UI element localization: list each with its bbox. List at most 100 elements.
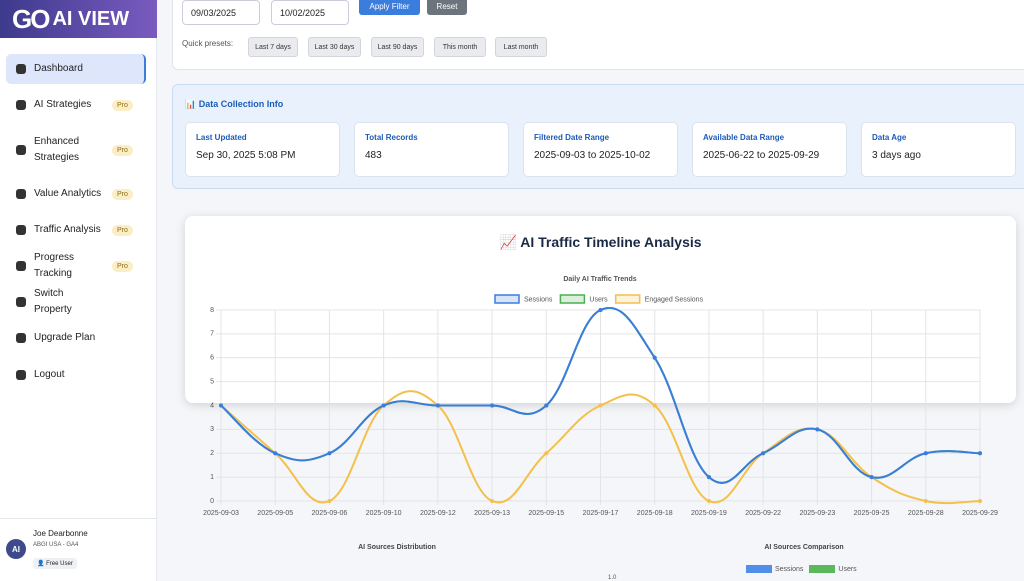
card-label: Available Data Range [703, 133, 836, 142]
nav-label: Traffic Analysis [34, 222, 104, 238]
nav-icon [16, 370, 26, 380]
info-card: Data Age 3 days ago [861, 122, 1016, 177]
nav-item[interactable]: Dashboard [6, 54, 146, 84]
nav-label: Enhanced Strategies [34, 134, 104, 166]
x-tick-label: 2025-09-05 [257, 510, 293, 517]
nav-item[interactable]: Traffic Analysis Pro [6, 215, 146, 245]
legend-item: Users [809, 565, 856, 573]
data-point [490, 404, 494, 408]
x-tick-label: 2025-09-28 [908, 510, 944, 517]
nav-label: Value Analytics [34, 186, 104, 202]
data-point [327, 451, 331, 455]
x-tick-label: 2025-09-19 [691, 510, 727, 517]
data-point [924, 499, 928, 503]
pro-badge: Pro [112, 189, 133, 200]
data-point [924, 451, 928, 455]
x-tick-label: 2025-09-10 [366, 510, 402, 517]
user-name: Joe Dearbonne [33, 529, 88, 538]
y-tick-label: 7 [210, 331, 214, 338]
nav-item[interactable]: Value Analytics Pro [6, 179, 146, 209]
card-value: 2025-06-22 to 2025-09-29 [703, 150, 836, 161]
chart-title: Daily AI Traffic Trends [563, 276, 636, 283]
nav-item[interactable]: Logout [6, 360, 146, 390]
apply-button[interactable]: Apply Filter [359, 0, 420, 15]
info-card: Last UpdatedSep 30, 2025 5:08 PM [185, 122, 340, 177]
x-tick-label: 2025-09-17 [583, 510, 619, 517]
nav-label: AI Strategies [34, 97, 104, 113]
x-tick-label: 2025-09-03 [203, 510, 239, 517]
card-value: 3 days ago [872, 150, 1005, 161]
x-tick-label: 2025-09-15 [528, 510, 564, 517]
data-point [490, 499, 494, 503]
nav-item[interactable]: Switch Property [6, 287, 146, 317]
data-point [815, 427, 819, 431]
legend-swatch [495, 295, 519, 303]
sidebar: GOAI VIEW DashboardAI StrategiesProEnhan… [0, 0, 157, 581]
data-point [761, 451, 765, 455]
logo[interactable]: GOAI VIEW [0, 0, 157, 38]
nav-item[interactable]: Enhanced Strategies Pro [6, 135, 146, 165]
nav-item[interactable]: Progress TrackingPro [6, 251, 146, 281]
plan-badge: 👤 Free User [33, 558, 77, 569]
info-card: Filtered Date Range 2025-09-03 to 2025-10… [523, 122, 678, 177]
y-tick-label: 5 [210, 378, 214, 385]
x-tick-label: 2025-09-12 [420, 510, 456, 517]
preset-button[interactable]: Last 30 days [308, 37, 361, 57]
plan: Free User [46, 561, 73, 567]
data-point [436, 404, 440, 408]
end-date[interactable]: 10/02/2025 [271, 0, 349, 25]
distribution-title: AI Sources Distribution [297, 544, 497, 551]
section-title: 📈 AI Traffic Timeline Analysis [185, 234, 1016, 251]
data-point [653, 356, 657, 360]
card-label: Data Age [872, 133, 1005, 142]
legend-swatch [746, 565, 772, 573]
nav-icon [16, 64, 26, 74]
preset-button[interactable]: Last 7 days [248, 37, 298, 57]
card-value: 2025-09-03 to 2025-10-02 [534, 150, 667, 161]
user-org: ABGI USA - GA4 [33, 542, 78, 548]
x-tick-label: 2025-09-18 [637, 510, 673, 517]
preset-button[interactable]: This month [434, 37, 486, 57]
data-point [599, 404, 603, 408]
preset-button[interactable]: Last month [495, 37, 547, 57]
data-point [599, 308, 603, 312]
nav-icon [16, 225, 26, 235]
nav-item[interactable]: AI StrategiesPro [6, 90, 146, 120]
x-tick-label: 2025-09-25 [854, 510, 890, 517]
legend-label: Engaged Sessions [645, 296, 704, 303]
data-point [707, 475, 711, 479]
y-tick-label: 8 [210, 307, 214, 314]
pro-badge: Pro [112, 225, 133, 236]
pro-badge: Pro [112, 145, 133, 156]
logo-text: AI VIEW [52, 8, 129, 31]
legend-label: Users [589, 296, 608, 303]
card-label: Filtered Date Range [534, 133, 667, 142]
x-tick-label: 2025-09-13 [474, 510, 510, 517]
presets-label: Quick presets: [182, 39, 233, 48]
y-tick-label: 6 [210, 355, 214, 362]
pro-badge: Pro [112, 261, 133, 272]
comparison-title: AI Sources Comparison [704, 544, 904, 551]
legend-swatch [616, 295, 640, 303]
divider [0, 518, 157, 519]
start-date[interactable]: 09/03/2025 [182, 0, 260, 25]
card-label: Last Updated [196, 133, 329, 142]
reset-button[interactable]: Reset [427, 0, 467, 15]
data-point [219, 404, 223, 408]
nav-item[interactable]: Upgrade Plan [6, 323, 146, 353]
info-card: Available Data Range 2025-06-22 to 2025-0… [692, 122, 847, 177]
data-point [870, 475, 874, 479]
nav-icon [16, 145, 26, 155]
x-tick-label: 2025-09-06 [312, 510, 348, 517]
chart: Daily AI Traffic Trends 0123456782025-09… [185, 265, 1015, 525]
data-point [978, 499, 982, 503]
legend-label: Users [838, 566, 856, 573]
nav-icon [16, 261, 26, 271]
preset-button[interactable]: Last 90 days [371, 37, 424, 57]
x-tick-label: 2025-09-22 [745, 510, 781, 517]
data-point [382, 404, 386, 408]
data-point [653, 404, 657, 408]
y-tick-label: 2 [210, 450, 214, 457]
legend-label: Sessions [524, 296, 553, 303]
